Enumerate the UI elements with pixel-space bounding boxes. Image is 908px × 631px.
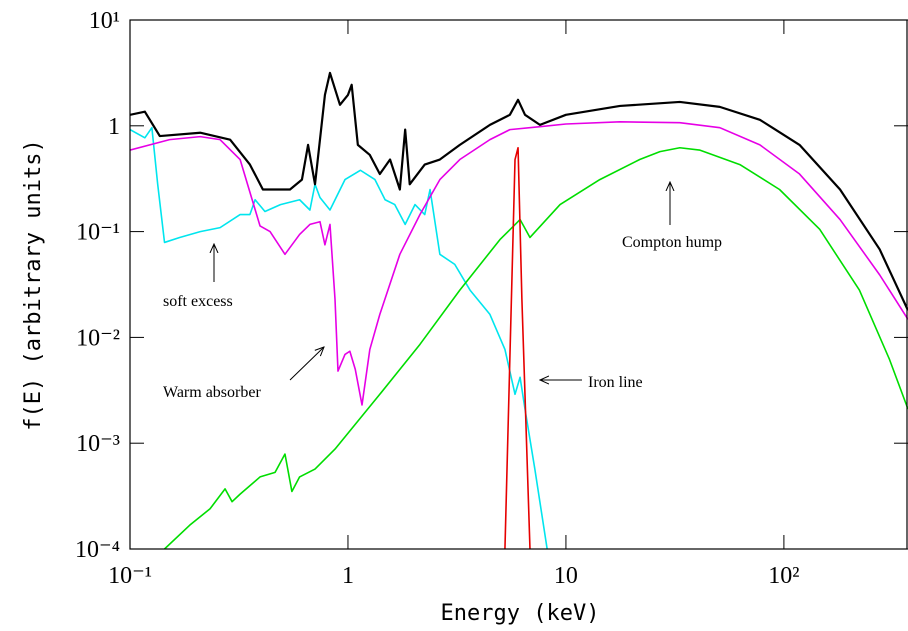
plot-area	[130, 71, 908, 549]
y-tick-label: 10¹	[89, 8, 120, 34]
annotation-arrow	[289, 347, 324, 381]
series-line	[163, 146, 908, 549]
annotation: Iron line	[588, 374, 643, 391]
plot-frame	[129, 19, 908, 550]
annotation: soft excess	[163, 293, 233, 310]
y-tick-label: 10⁻⁴	[75, 537, 120, 563]
annotation: Warm absorber	[163, 384, 261, 401]
series-line	[130, 71, 908, 311]
y-tick-label: 10⁻¹	[76, 220, 120, 246]
x-tick-label: 10²	[768, 563, 799, 589]
x-tick-label: 10	[554, 563, 578, 589]
x-tick-label: 10⁻¹	[108, 563, 152, 589]
y-tick-label: 1	[108, 114, 120, 140]
y-tick-label: 10⁻²	[76, 325, 120, 351]
series-line	[130, 126, 548, 549]
y-tick-label: 10⁻³	[76, 431, 120, 457]
x-tick-label: 1	[342, 563, 354, 589]
annotation: Compton hump	[622, 234, 722, 251]
x-axis-label: Energy (keV)	[441, 601, 600, 626]
series-line	[130, 121, 908, 406]
y-axis-label: f(E) (arbitrary units)	[21, 139, 46, 430]
series-line	[504, 146, 531, 549]
